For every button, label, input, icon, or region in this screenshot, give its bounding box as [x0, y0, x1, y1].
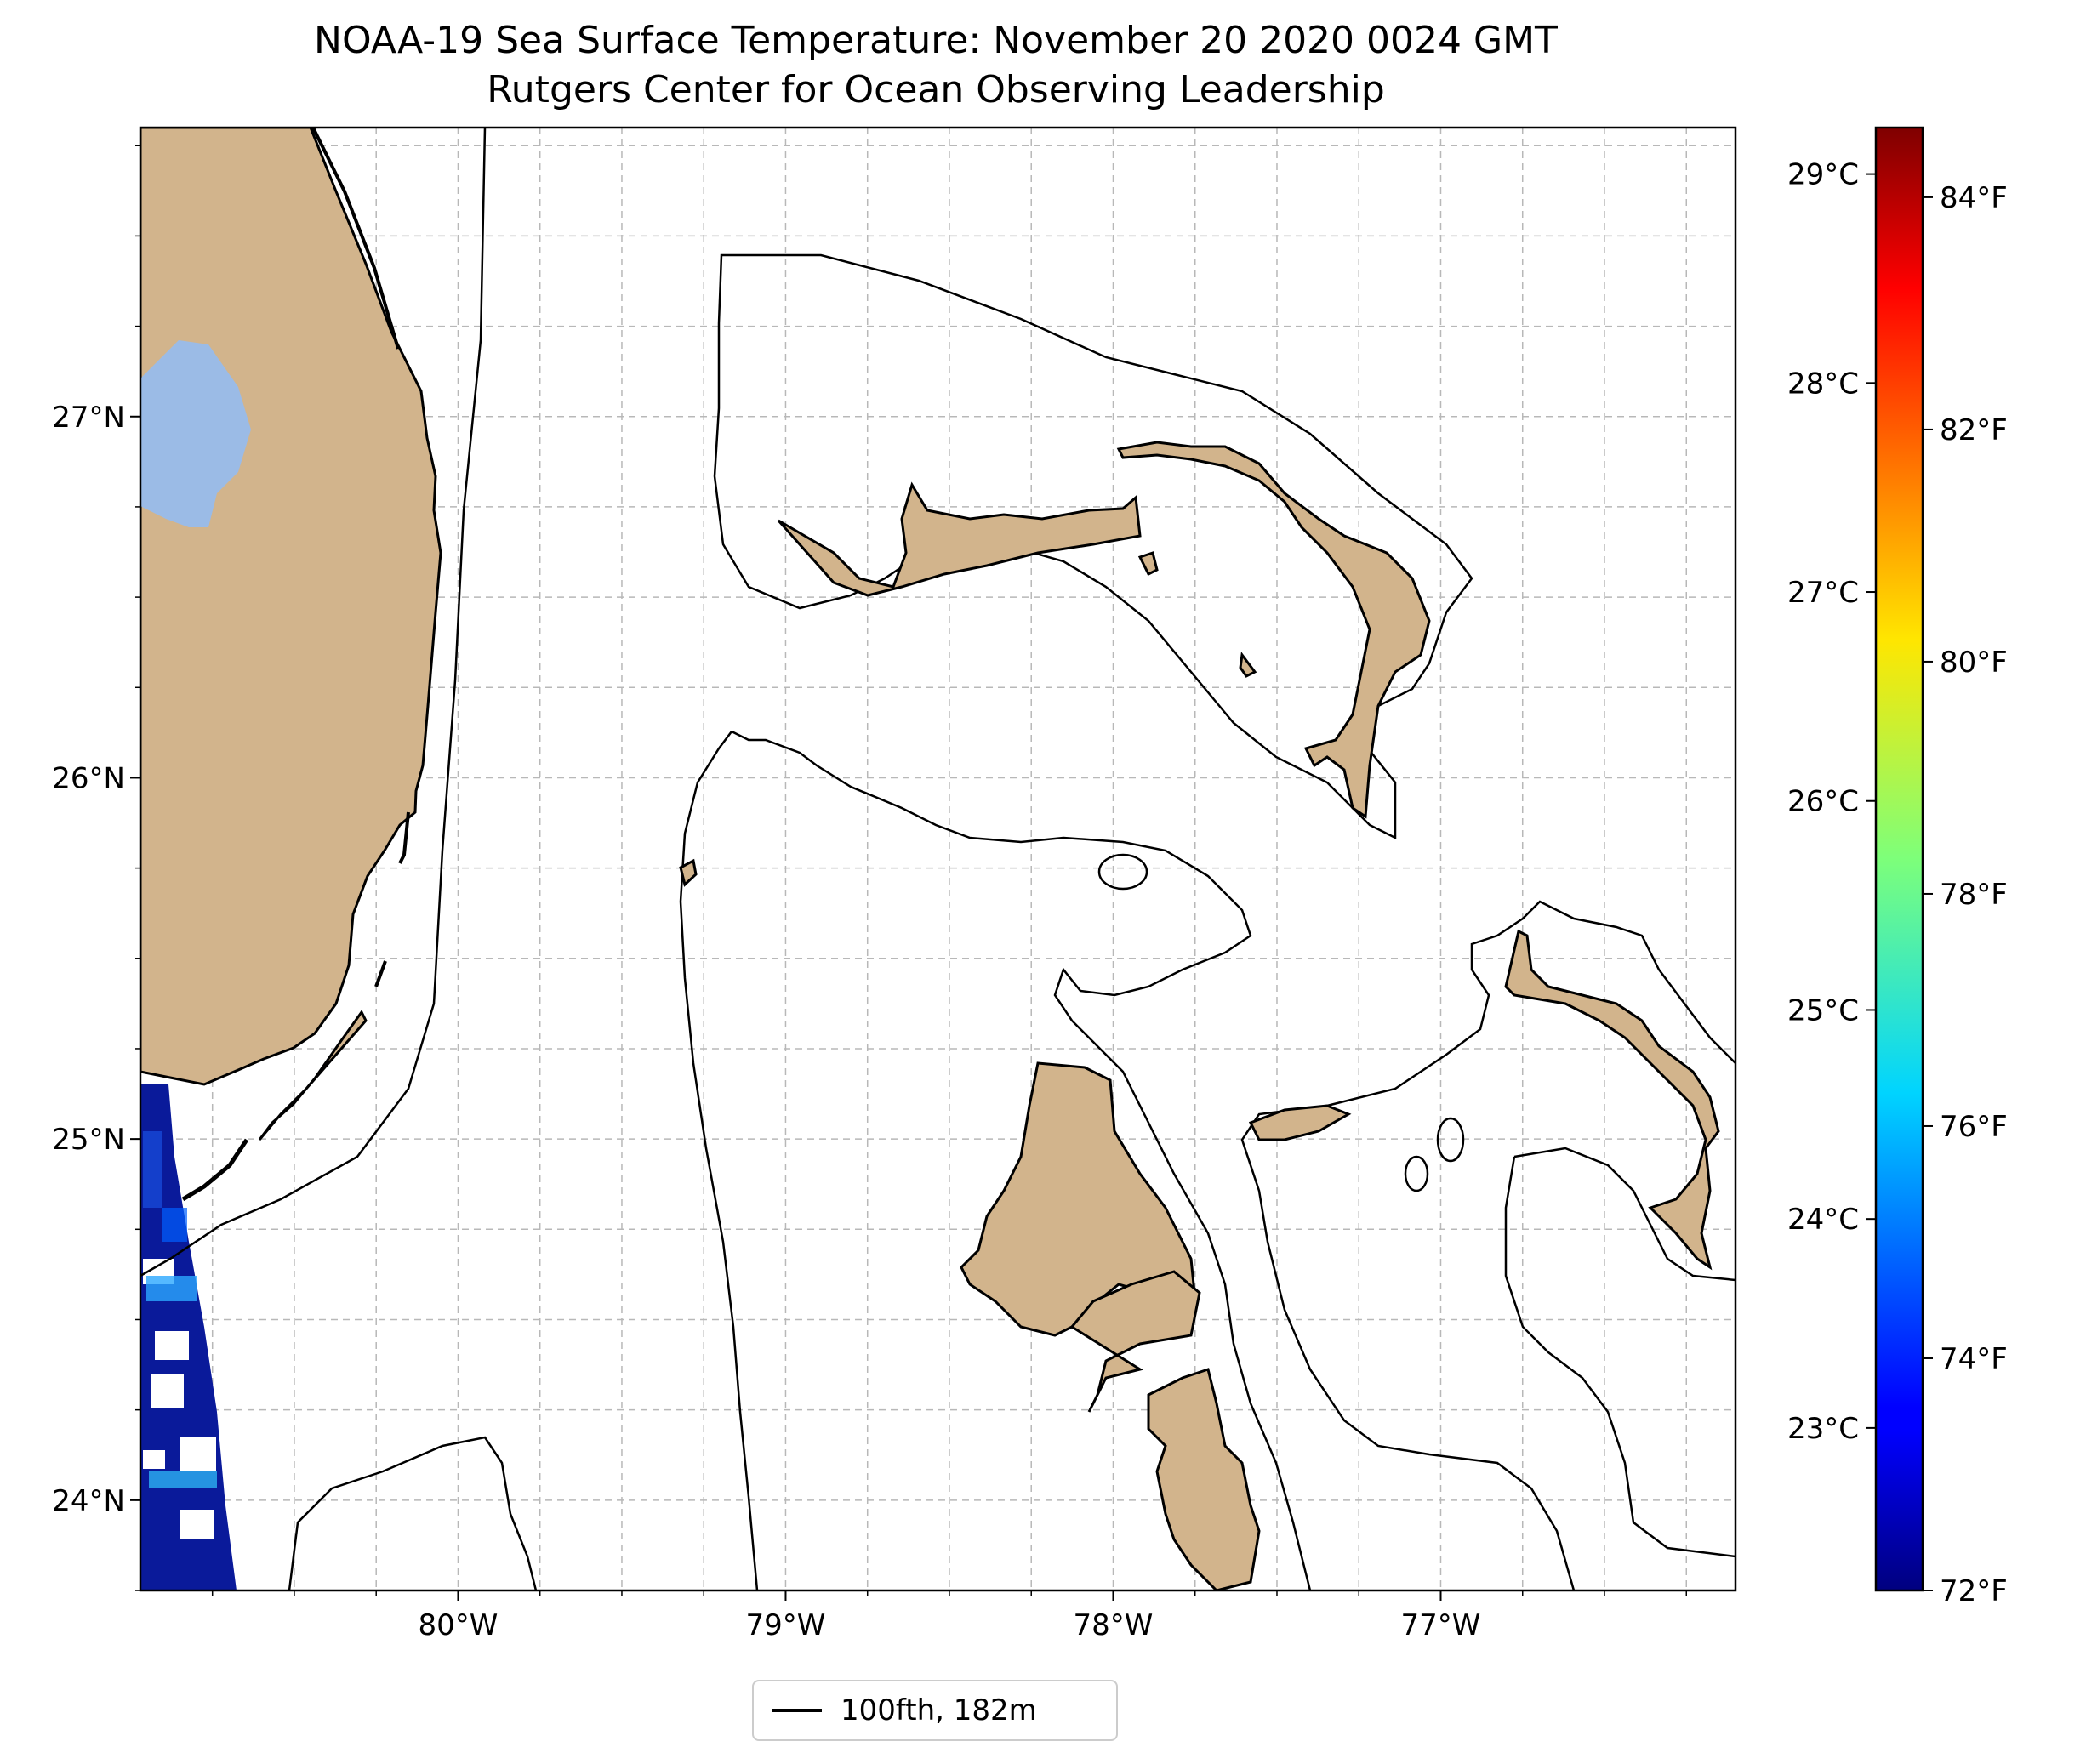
- celsius-tick-label: 24°C: [1787, 1203, 1859, 1237]
- legend-label: 100fth, 182m: [841, 1693, 1037, 1727]
- lake-okeechobee: [140, 340, 251, 527]
- legend-line-swatch: [772, 1709, 822, 1712]
- lon-tick-label: 77°W: [1401, 1608, 1481, 1642]
- fahrenheit-tick-label: 82°F: [1940, 413, 2008, 447]
- legend: 100fth, 182m: [752, 1680, 1118, 1741]
- florida-keys: [181, 1138, 249, 1202]
- colorbar: [1874, 126, 1924, 1592]
- isobath-100fth: [140, 128, 1735, 1590]
- celsius-tick-label: 23°C: [1787, 1412, 1859, 1446]
- fahrenheit-axis: 72°F 74°F 76°F 78°F 80°F 82°F 84°F: [1923, 181, 2008, 1608]
- sst-pixels: [140, 1084, 237, 1590]
- fahrenheit-tick-label: 74°F: [1940, 1342, 2008, 1376]
- celsius-tick-label: 26°C: [1787, 785, 1859, 819]
- florida-keys: [258, 1010, 368, 1141]
- fahrenheit-tick-label: 84°F: [1940, 181, 2008, 215]
- longitude-axis: 80°W 79°W 78°W 77°W: [211, 1590, 1687, 1642]
- lat-tick-label: 27°N: [52, 401, 125, 435]
- lon-tick-label: 80°W: [419, 1608, 499, 1642]
- celsius-tick-label: 28°C: [1787, 367, 1859, 401]
- lon-tick-label: 78°W: [1074, 1608, 1154, 1642]
- fahrenheit-tick-label: 80°F: [1940, 646, 2008, 680]
- celsius-tick-label: 29°C: [1787, 158, 1859, 192]
- map-subtitle: Rutgers Center for Ocean Observing Leade…: [487, 68, 1385, 111]
- lat-tick-label: 24°N: [52, 1484, 125, 1518]
- florida-barrier-island: [398, 811, 410, 864]
- map-frame: [139, 126, 1737, 1592]
- lon-tick-label: 79°W: [746, 1608, 826, 1642]
- celsius-tick-label: 27°C: [1787, 576, 1859, 610]
- bahamas-land: [679, 441, 1720, 1590]
- lat-tick-label: 26°N: [52, 761, 125, 795]
- florida-keys: [374, 960, 387, 987]
- lat-tick-label: 25°N: [52, 1123, 125, 1157]
- latitude-axis: 24°N 25°N 26°N 27°N: [52, 145, 140, 1591]
- florida-barrier-island: [311, 128, 400, 350]
- fahrenheit-tick-label: 72°F: [1940, 1574, 2008, 1608]
- celsius-tick-label: 25°C: [1787, 993, 1859, 1027]
- fahrenheit-tick-label: 78°F: [1940, 878, 2008, 912]
- map-title: NOAA-19 Sea Surface Temperature: Novembe…: [314, 19, 1558, 62]
- celsius-axis: 23°C 24°C 25°C 26°C 27°C 28°C 29°C: [1787, 158, 1876, 1446]
- fahrenheit-tick-label: 76°F: [1940, 1110, 2008, 1144]
